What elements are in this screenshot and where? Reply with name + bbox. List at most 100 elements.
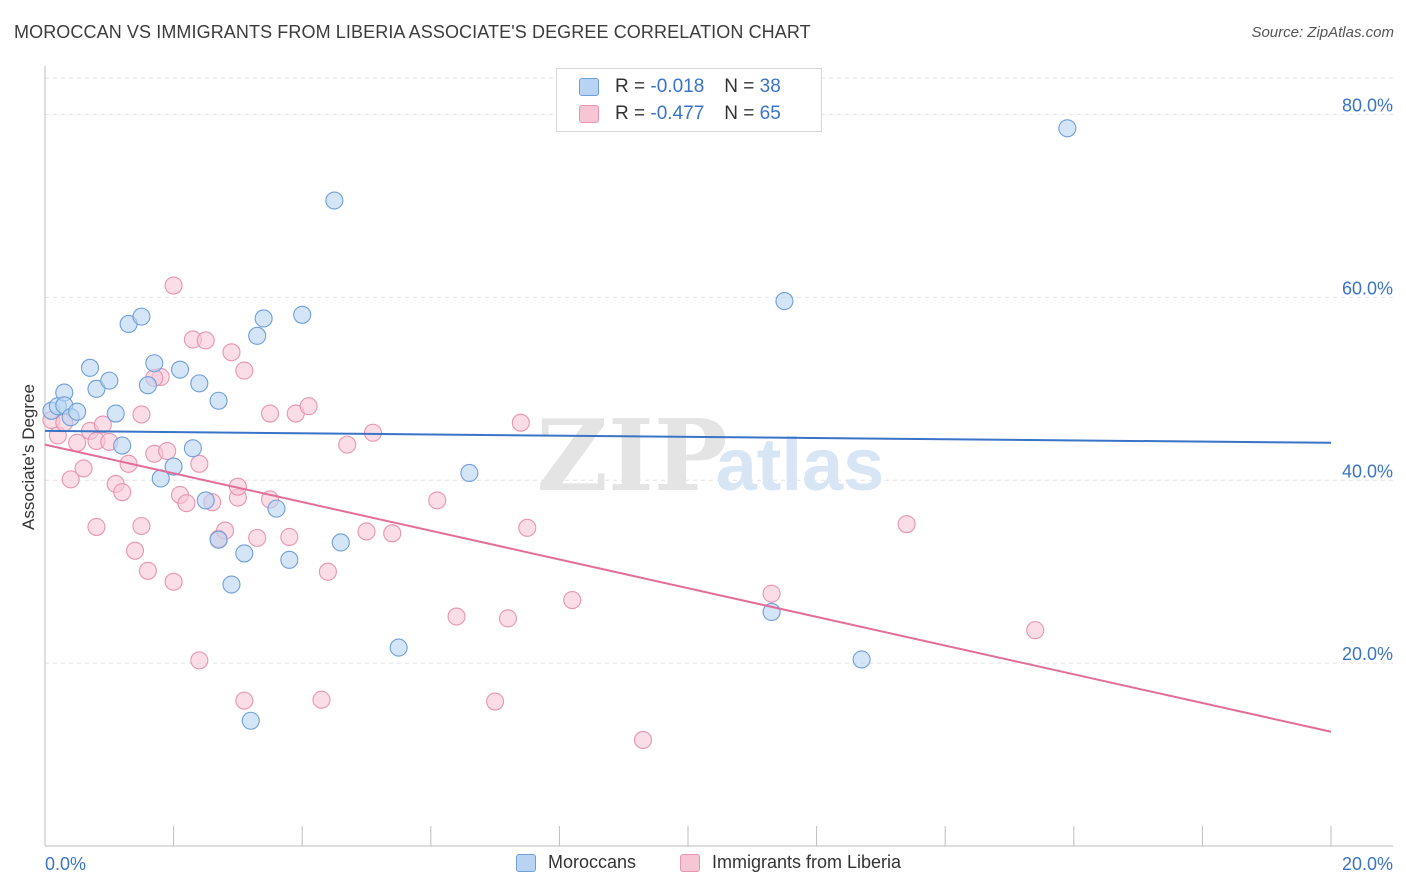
moroccans-point <box>145 354 164 373</box>
liberia-point <box>190 651 209 670</box>
liberia-point <box>511 413 530 432</box>
liberia-point <box>318 562 337 581</box>
legend-item-liberia[interactable]: Immigrants from Liberia <box>680 852 901 873</box>
moroccans-point <box>267 499 286 518</box>
legend-r-label: R = <box>615 103 646 124</box>
liberia-point <box>132 405 151 424</box>
moroccans-point <box>254 309 273 328</box>
liberia-point <box>113 483 132 502</box>
liberia-trend-line <box>44 443 1332 733</box>
moroccans-point <box>68 402 87 421</box>
moroccans-point <box>775 292 794 311</box>
moroccans-point <box>87 379 106 398</box>
moroccans-point <box>138 376 157 395</box>
chart-title: MOROCCAN VS IMMIGRANTS FROM LIBERIA ASSO… <box>14 22 811 42</box>
y-tick-label: 20.0% <box>1342 644 1393 664</box>
liberia-point <box>280 527 299 547</box>
moroccans-point <box>209 530 228 549</box>
stats-legend: R = -0.018 N = 38 R = -0.477 N = 65 <box>556 68 822 132</box>
moroccans-point <box>331 533 350 552</box>
moroccans-point <box>106 404 125 423</box>
liberia-point <box>235 691 254 710</box>
liberia-point <box>633 730 653 749</box>
liberia-point <box>177 494 196 513</box>
moroccans-point <box>325 191 344 210</box>
moroccans-point <box>1058 119 1077 138</box>
liberia-point <box>1026 621 1045 640</box>
series-moroccans-points <box>42 119 1077 730</box>
watermark: ZIP atlas <box>536 399 884 514</box>
liberia-point <box>299 397 318 416</box>
liberia-point <box>87 517 106 536</box>
moroccans-point <box>100 371 119 390</box>
liberia-point <box>447 607 466 626</box>
legend-item-moroccans[interactable]: Moroccans <box>516 852 636 873</box>
legend-row-moroccans: R = -0.018 N = 38 <box>579 75 781 99</box>
y-tick-label: 40.0% <box>1342 461 1393 481</box>
moroccans-point <box>80 358 100 377</box>
moroccans-point <box>183 439 202 458</box>
moroccans-point <box>235 544 254 563</box>
moroccans-point <box>196 491 215 510</box>
liberia-point <box>762 584 781 603</box>
x-tick-label: 0.0% <box>45 854 86 874</box>
legend-label-liberia: Immigrants from Liberia <box>712 852 902 872</box>
liberia-point <box>563 591 582 610</box>
liberia-point <box>164 276 183 295</box>
liberia-point <box>222 343 241 362</box>
liberia-point <box>897 515 916 534</box>
moroccans-point <box>222 575 241 594</box>
moroccans-point <box>209 391 228 410</box>
moroccans-point <box>241 711 260 730</box>
moroccans-point <box>113 436 132 455</box>
moroccans-swatch <box>579 78 599 96</box>
moroccans-point <box>280 550 299 569</box>
series-liberia-points <box>42 276 1045 749</box>
legend-n-label: N = <box>724 103 755 124</box>
liberia-point <box>260 404 280 423</box>
liberia-point <box>486 692 505 711</box>
liberia-point <box>125 541 145 560</box>
moroccans-point <box>852 650 871 669</box>
liberia-point <box>428 491 447 510</box>
liberia-point <box>248 528 267 547</box>
liberia-point <box>383 524 402 543</box>
moroccans-point <box>389 638 408 657</box>
liberia-point <box>357 522 376 541</box>
legend-r-value: -0.477 <box>650 103 705 124</box>
legend-r-value: -0.018 <box>650 76 705 97</box>
legend-r-label: R = <box>615 76 646 97</box>
moroccans-legend-swatch <box>516 853 536 872</box>
y-tick-label: 60.0% <box>1342 278 1393 298</box>
legend-n-value: 38 <box>759 76 781 97</box>
liberia-point <box>312 690 331 709</box>
moroccans-point <box>132 307 151 326</box>
y-axis-title: Associate's Degree <box>19 384 38 530</box>
liberia-point <box>74 459 93 478</box>
liberia-point <box>132 516 151 536</box>
liberia-point <box>164 572 183 591</box>
liberia-point <box>61 470 80 489</box>
liberia-point <box>235 361 254 380</box>
axes <box>44 66 1393 847</box>
moroccans-point <box>248 326 267 345</box>
axis-labels: 20.0% 40.0% 60.0% 80.0% 0.0% 20.0% <box>45 96 1393 874</box>
x-tick-label: 20.0% <box>1342 854 1393 874</box>
liberia-point <box>93 415 112 434</box>
liberia-point <box>68 433 87 452</box>
liberia-point <box>498 609 518 628</box>
trend-lines <box>44 429 1332 733</box>
moroccans-point <box>293 305 312 324</box>
moroccans-point <box>460 463 479 483</box>
legend-label-moroccans: Moroccans <box>548 852 637 872</box>
series-legend: Moroccans Immigrants from Liberia <box>0 852 1406 878</box>
moroccans-point <box>170 360 190 379</box>
moroccans-point <box>190 374 209 393</box>
source-credit: Source: ZipAtlas.com <box>1251 24 1394 41</box>
moroccans-trend-line <box>44 429 1332 444</box>
liberia-point <box>190 454 209 473</box>
liberia-point <box>138 561 157 580</box>
y-tick-label: 80.0% <box>1342 96 1393 116</box>
watermark-atlas: atlas <box>716 423 885 506</box>
